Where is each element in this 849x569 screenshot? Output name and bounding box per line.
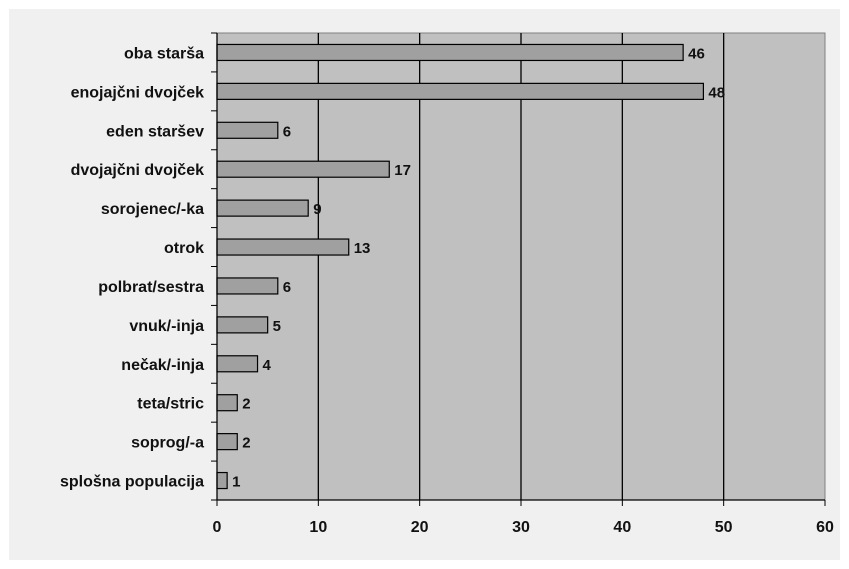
category-label: enojajčni dvojček — [71, 84, 204, 101]
data-label: 4 — [263, 357, 272, 374]
data-label: 48 — [708, 84, 725, 101]
x-tick-label: 30 — [512, 519, 530, 536]
category-label: dvojajčni dvojček — [71, 162, 204, 179]
bar — [216, 316, 269, 334]
category-label: splošna populacija — [60, 474, 204, 491]
gridlines — [317, 33, 725, 500]
bar — [216, 433, 238, 451]
bar — [216, 277, 279, 295]
bar — [216, 43, 684, 62]
data-label: 1 — [232, 474, 240, 491]
data-label: 2 — [242, 435, 250, 452]
data-label: 5 — [273, 318, 281, 335]
category-label: sorojenec/-ka — [101, 201, 204, 218]
bar — [216, 121, 279, 139]
bar — [216, 394, 238, 412]
axes — [211, 32, 826, 506]
x-tick-label: 50 — [715, 519, 733, 536]
x-tick-label: 0 — [213, 519, 222, 536]
data-label: 9 — [313, 201, 321, 218]
data-label: 6 — [283, 279, 291, 296]
category-label: teta/stric — [137, 396, 204, 413]
bars — [216, 43, 704, 490]
category-label: oba starša — [124, 45, 204, 62]
data-label: 17 — [394, 162, 411, 179]
x-tick-label: 20 — [411, 519, 429, 536]
category-label: vnuk/-inja — [129, 318, 204, 335]
x-tick-label: 60 — [816, 519, 834, 536]
category-label: soprog/-a — [131, 435, 204, 452]
bar — [216, 160, 390, 178]
data-label: 46 — [688, 45, 705, 62]
bar — [216, 471, 228, 490]
category-label: eden staršev — [106, 123, 204, 140]
category-label: otrok — [164, 240, 204, 257]
category-label: polbrat/sestra — [98, 279, 204, 296]
data-label: 2 — [242, 396, 250, 413]
bar — [216, 355, 259, 373]
category-label: nečak/-inja — [121, 357, 204, 374]
data-label: 6 — [283, 123, 291, 140]
bar — [216, 199, 309, 217]
x-tick-label: 10 — [309, 519, 327, 536]
x-tick-label: 40 — [613, 519, 631, 536]
bar — [216, 82, 704, 100]
bar — [216, 238, 350, 256]
data-label: 13 — [354, 240, 371, 257]
